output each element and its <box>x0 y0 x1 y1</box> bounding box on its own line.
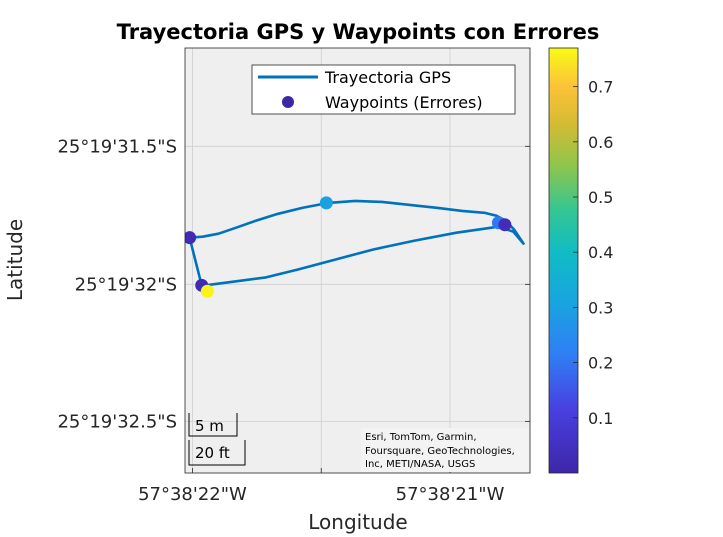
plot-frame <box>184 47 531 474</box>
colorbar-tick-label: 0.2 <box>588 354 613 373</box>
attribution-line-2: Foursquare, GeoTechnologies, <box>365 446 515 457</box>
y-tick-label: 25°19'31.5"S <box>57 136 177 157</box>
legend-entry-trajectory: Trayectoria GPS <box>324 68 451 87</box>
data-layer <box>183 196 525 298</box>
y-axis-label: Latitude <box>3 219 27 301</box>
attribution-line-1: Esri, TomTom, Garmin, <box>365 432 477 443</box>
y-tick-label: 25°19'32"S <box>75 274 177 295</box>
colorbar-tick-label: 0.3 <box>588 298 613 317</box>
colorbar-tick-label: 0.7 <box>588 78 613 97</box>
waypoint-marker[interactable] <box>200 284 214 298</box>
legend-entry-waypoints: Waypoints (Errores) <box>325 93 483 112</box>
scale-bar-metric <box>188 413 238 437</box>
colorbar-tick-label: 0.1 <box>588 409 613 428</box>
colorbar-tick-label: 0.4 <box>588 243 613 262</box>
waypoint-marker[interactable] <box>498 218 512 232</box>
attribution-background <box>361 428 529 472</box>
scale-bar: 5 m 20 ft <box>188 413 246 466</box>
colorbar-tick-label: 0.5 <box>588 188 613 207</box>
x-axis-label: Longitude <box>308 510 407 534</box>
legend[interactable]: Trayectoria GPS Waypoints (Errores) <box>251 64 516 115</box>
waypoint-marker[interactable] <box>319 196 333 210</box>
x-axis: 57°38'22"W 57°38'21"W <box>138 468 505 505</box>
colorbar-tick-label: 0.6 <box>588 133 613 152</box>
legend-box <box>251 64 516 115</box>
x-tick-label: 57°38'22"W <box>138 484 247 505</box>
waypoint-marker[interactable] <box>183 231 197 245</box>
x-tick-label: 57°38'21"W <box>396 484 505 505</box>
map-basemap[interactable] <box>185 48 530 473</box>
grid-lines <box>185 48 530 473</box>
colorbar-ticks: 0.1 0.2 0.3 0.4 0.5 0.6 0.7 <box>573 78 613 428</box>
scale-bar-imperial <box>188 440 246 466</box>
colorbar[interactable] <box>548 47 579 474</box>
scale-imperial-label: 20 ft <box>195 444 230 462</box>
y-tick-label: 25°19'32.5"S <box>57 411 177 432</box>
map-attribution: Esri, TomTom, Garmin, Foursquare, GeoTec… <box>361 428 529 472</box>
chart-title: Trayectoria GPS y Waypoints con Errores <box>117 20 600 44</box>
scale-metric-label: 5 m <box>195 417 224 435</box>
legend-marker-swatch <box>282 96 294 108</box>
attribution-line-3: Inc, METI/NASA, USGS <box>365 459 475 470</box>
y-axis: 25°19'31.5"S 25°19'32"S 25°19'32.5"S <box>57 136 530 432</box>
